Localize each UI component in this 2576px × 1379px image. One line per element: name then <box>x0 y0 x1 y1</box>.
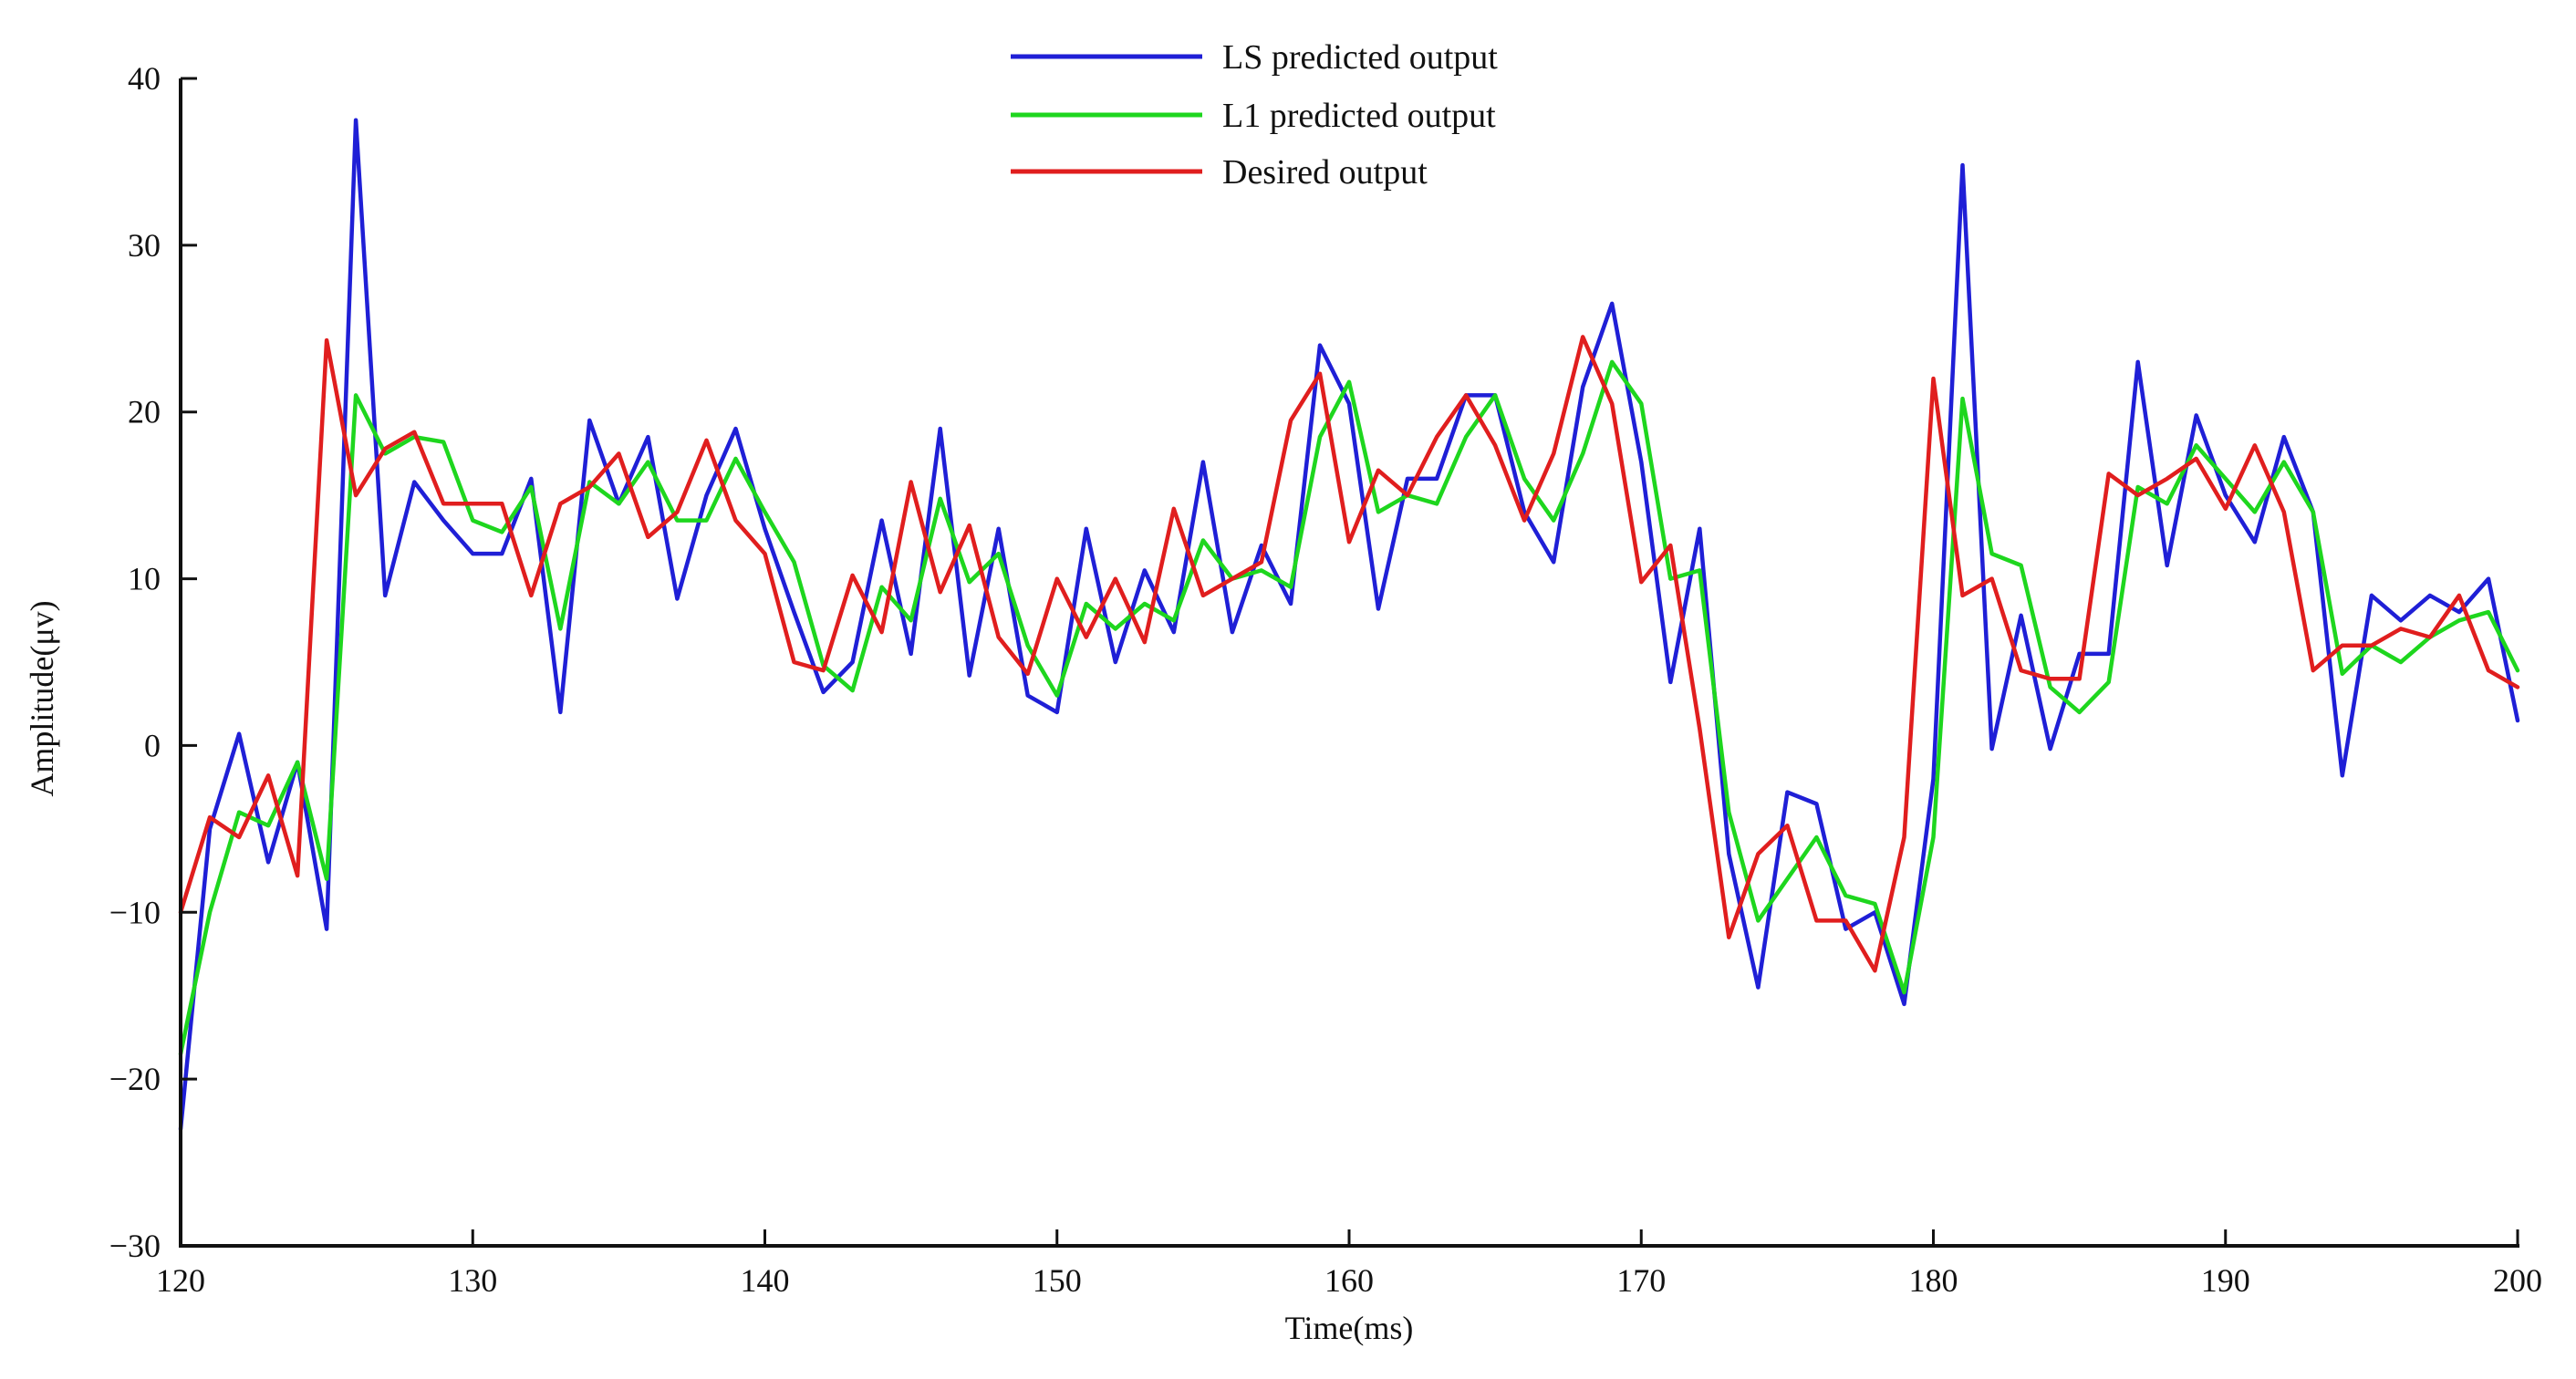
y-tick-label: 40 <box>128 60 161 97</box>
x-tick-label: 170 <box>1616 1262 1666 1299</box>
x-tick-label: 150 <box>1033 1262 1082 1299</box>
x-tick-label: 160 <box>1324 1262 1374 1299</box>
y-tick-label: −10 <box>109 894 161 930</box>
legend: LS predicted output L1 predicted output De… <box>1011 38 1498 192</box>
legend-label: LS predicted output <box>1222 38 1498 77</box>
x-tick-label: 180 <box>1909 1262 1958 1299</box>
y-axis-ticks: −30 −20 −10 0 10 20 30 40 <box>109 60 197 1264</box>
y-tick-label: −20 <box>109 1061 161 1097</box>
series-line-3 <box>178 335 2520 973</box>
x-axis-ticks: 120 130 140 150 160 170 180 190 200 <box>156 1229 2542 1299</box>
y-tick-label: 20 <box>128 394 161 430</box>
x-tick-label: 190 <box>2201 1262 2250 1299</box>
series-line-1 <box>178 118 2520 1132</box>
y-tick-label: 10 <box>128 561 161 597</box>
x-tick-label: 130 <box>448 1262 497 1299</box>
y-tick-label: 30 <box>128 227 161 264</box>
x-tick-label: 140 <box>741 1262 790 1299</box>
x-tick-label: 120 <box>156 1262 205 1299</box>
legend-label: L1 predicted output <box>1222 97 1496 135</box>
x-axis-title: Time(ms) <box>1285 1310 1414 1346</box>
x-tick-label: 200 <box>2493 1262 2542 1299</box>
series-layer <box>178 118 2520 1132</box>
y-tick-label: 0 <box>144 727 161 763</box>
legend-label: Desired output <box>1222 153 1428 192</box>
series-line-2 <box>178 359 2520 1056</box>
y-axis-title: Amplitude(μv) <box>24 600 60 796</box>
y-tick-label: −30 <box>109 1228 161 1264</box>
